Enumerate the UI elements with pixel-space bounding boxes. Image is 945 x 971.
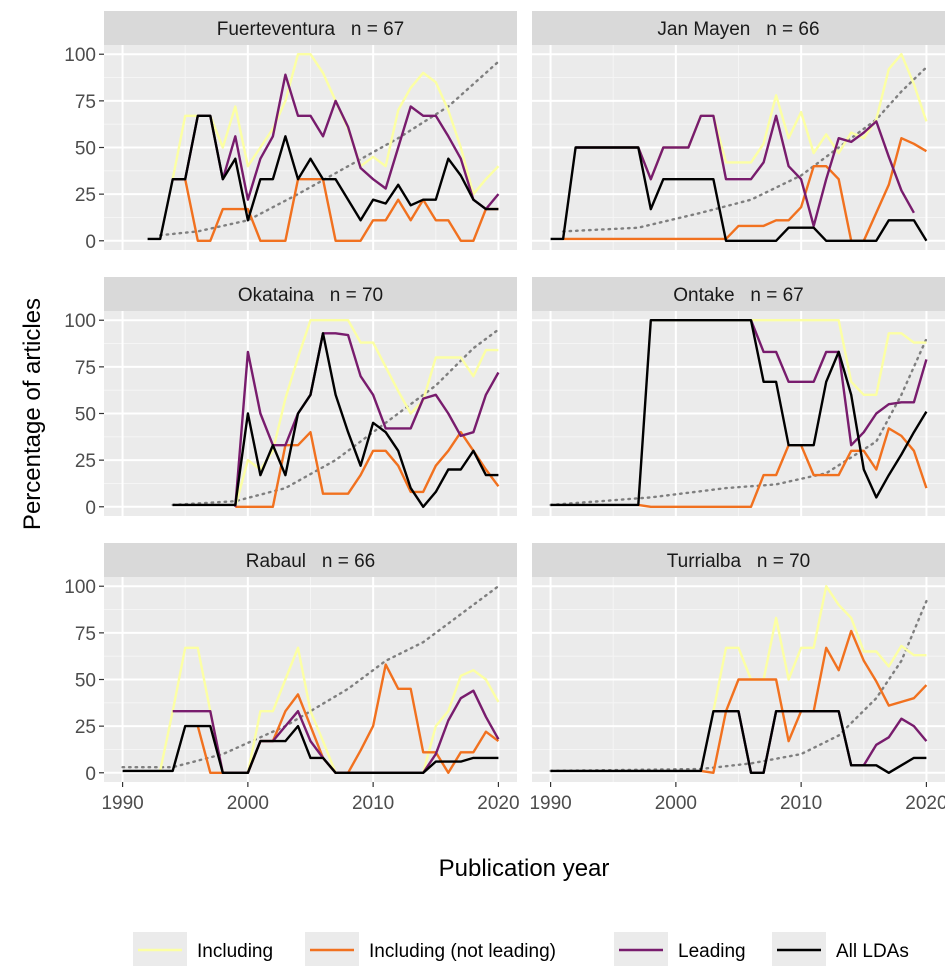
legend-label: Including bbox=[197, 941, 273, 962]
reference-trend-line bbox=[171, 328, 500, 507]
series-line-including-not-leading bbox=[235, 431, 500, 508]
x-axis-title: Publication year bbox=[439, 855, 610, 882]
x-tick-label: 2020 bbox=[905, 793, 945, 814]
facet-panel: Rabaul n = 66 bbox=[104, 543, 517, 782]
y-tick-label: 25 bbox=[75, 451, 96, 472]
legend-label: Including (not leading) bbox=[369, 941, 556, 962]
y-tick-label: 0 bbox=[85, 232, 96, 253]
x-tick-label: 2000 bbox=[655, 793, 697, 814]
series-line-leading bbox=[575, 114, 915, 228]
facet-panel: Ontake n = 67 bbox=[532, 277, 945, 516]
series-line-all-ldas bbox=[550, 146, 928, 243]
x-tick-label: 1990 bbox=[529, 793, 571, 814]
x-tick-label: 2000 bbox=[227, 793, 269, 814]
series-line-all-ldas bbox=[550, 319, 928, 507]
y-tick-label: 0 bbox=[85, 764, 96, 785]
panels-layer: Fuerteventura n = 67 Jan Mayen n = 66 Okat… bbox=[104, 11, 945, 782]
facet-title: Jan Mayen n = 66 bbox=[657, 19, 819, 40]
series-line-leading bbox=[234, 332, 500, 507]
series-line-all-ldas bbox=[147, 114, 499, 241]
facet-title: Ontake n = 67 bbox=[673, 285, 803, 306]
facet-panel: Fuerteventura n = 67 bbox=[104, 11, 517, 250]
series-line-all-ldas bbox=[550, 710, 927, 774]
x-tick-label: 1990 bbox=[101, 793, 143, 814]
reference-trend-line bbox=[121, 585, 500, 769]
legend: Including Including (not leading) Leading A… bbox=[133, 932, 909, 968]
y-tick-label: 75 bbox=[75, 624, 96, 645]
series-line-including bbox=[159, 646, 500, 774]
series-line-including-not-leading bbox=[638, 427, 928, 508]
y-tick-label: 100 bbox=[64, 45, 96, 66]
facet-panel: Jan Mayen n = 66 bbox=[532, 11, 945, 250]
series-line-all-ldas bbox=[122, 724, 499, 774]
facet-panel: Turrialba n = 70 bbox=[532, 543, 945, 782]
y-axis-title: Percentage of articles bbox=[19, 298, 46, 530]
y-tick-label: 75 bbox=[75, 358, 96, 379]
series-line-including-not-leading bbox=[563, 136, 928, 243]
legend-item: All LDAs bbox=[772, 932, 909, 968]
x-tick-label: 2010 bbox=[780, 793, 822, 814]
reference-trend-line bbox=[549, 599, 928, 773]
y-tick-label: 100 bbox=[64, 577, 96, 598]
facet-strip bbox=[532, 543, 945, 577]
series-line-including bbox=[234, 319, 499, 508]
y-tick-label: 50 bbox=[75, 671, 96, 692]
series-line-leading bbox=[172, 689, 500, 774]
facet-strip bbox=[532, 277, 945, 311]
x-tick-label: 2010 bbox=[352, 793, 394, 814]
legend-item: Leading bbox=[614, 932, 746, 968]
series-line-leading bbox=[172, 73, 500, 211]
y-tick-label: 25 bbox=[75, 717, 96, 738]
series-line-including bbox=[712, 585, 927, 712]
x-tick-label: 2020 bbox=[477, 793, 519, 814]
facet-title: Rabaul n = 66 bbox=[246, 551, 375, 572]
y-tick-label: 25 bbox=[75, 185, 96, 206]
facet-title: Turrialba n = 70 bbox=[667, 551, 810, 572]
legend-item: Including (not leading) bbox=[305, 932, 556, 968]
legend-label: All LDAs bbox=[836, 941, 909, 962]
reference-trend-line bbox=[561, 66, 928, 233]
legend-item: Including bbox=[133, 932, 273, 968]
y-tick-label: 50 bbox=[75, 405, 96, 426]
facet-strip bbox=[104, 277, 517, 311]
legend-label: Leading bbox=[678, 941, 746, 962]
y-tick-label: 75 bbox=[75, 92, 96, 113]
y-tick-label: 50 bbox=[75, 139, 96, 160]
facet-title: Okataina n = 70 bbox=[238, 285, 383, 306]
series-line-all-ldas bbox=[172, 332, 499, 508]
series-line-including bbox=[650, 319, 927, 396]
facet-strip bbox=[104, 11, 517, 45]
reference-trend-line bbox=[549, 337, 928, 507]
facet-strip bbox=[104, 543, 517, 577]
y-tick-label: 0 bbox=[85, 498, 96, 519]
axes-layer: 0 25 50 75 100 0 25 50 75 100 0 25 50 75 100 1990 2000 20… bbox=[64, 45, 945, 814]
facet-strip bbox=[532, 11, 945, 45]
facet-panel: Okataina n = 70 bbox=[104, 277, 517, 516]
y-tick-label: 100 bbox=[64, 311, 96, 332]
facet-title: Fuerteventura n = 67 bbox=[217, 19, 404, 40]
series-line-including-not-leading bbox=[172, 177, 499, 243]
